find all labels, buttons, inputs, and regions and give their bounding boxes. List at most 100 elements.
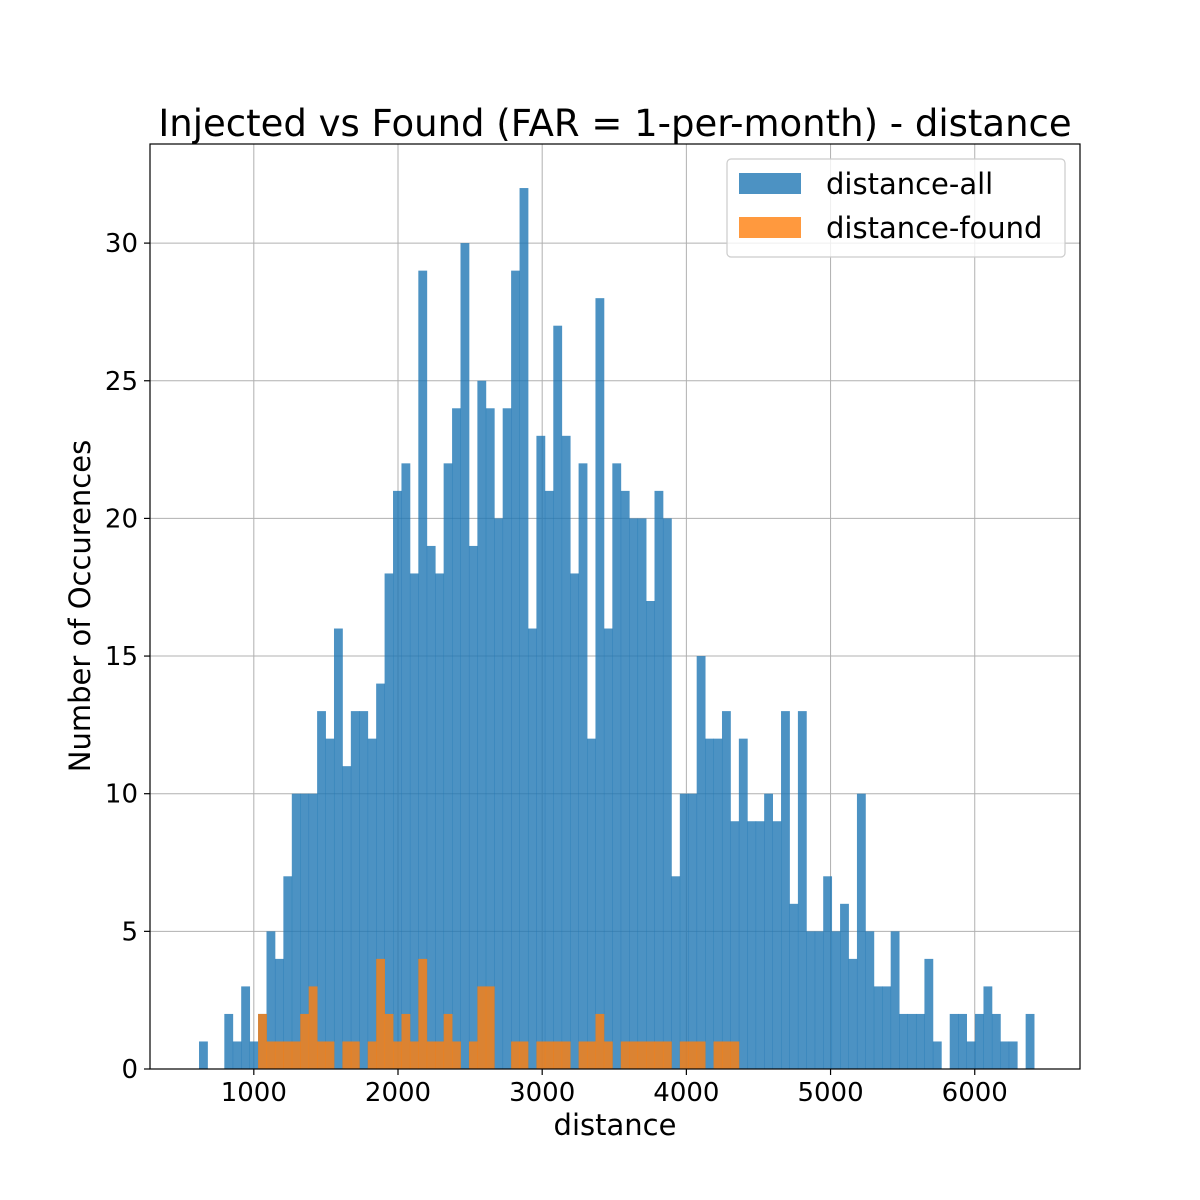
distance-found-bar [553, 1041, 563, 1069]
distance-all-bar [705, 738, 714, 1069]
distance-all-bar [629, 518, 639, 1069]
distance-all-bar [975, 1013, 984, 1069]
legend-box [726, 158, 1066, 258]
distance-all-bar [536, 435, 546, 1069]
distance-all-bar [991, 1013, 1001, 1069]
distance-all-bar [519, 188, 529, 1070]
series-distance-all [199, 188, 1035, 1070]
y-tick-label: 25 [105, 367, 138, 397]
distance-found-bar [384, 1013, 394, 1069]
distance-found-bar [595, 1013, 605, 1069]
distance-found-bar [519, 1041, 529, 1069]
distance-found-bar [468, 1041, 478, 1069]
distance-found-bar [561, 1041, 571, 1069]
distance-all-bar [873, 986, 883, 1069]
distance-found-bar [435, 1041, 445, 1069]
distance-all-bar [789, 903, 799, 1069]
distance-all-bar [882, 986, 892, 1069]
distance-found-bar [511, 1041, 520, 1069]
axis-ticks: 1000 2000 3000 4000 5000 6000 0 5 10 15 20 25 30 [105, 229, 1008, 1108]
distance-all-bar [578, 463, 588, 1070]
distance-found-bar [688, 1041, 698, 1069]
distance-all-bar [283, 876, 293, 1069]
distance-all-bar [224, 1013, 234, 1069]
distance-found-bar [620, 1041, 630, 1069]
distance-found-bar [266, 1041, 276, 1069]
distance-found-bar [308, 986, 318, 1069]
distance-found-bar [376, 958, 385, 1069]
distance-all-bar [890, 931, 900, 1069]
distance-all-bar [409, 573, 419, 1069]
distance-all-bar [907, 1013, 917, 1069]
distance-all-bar [308, 793, 318, 1069]
distance-found-bar [342, 1041, 352, 1069]
distance-all-bar [266, 931, 276, 1069]
histogram-bars [199, 188, 1035, 1070]
distance-all-bar [856, 793, 866, 1069]
distance-all-bar [249, 1041, 259, 1069]
distance-all-bar [899, 1013, 908, 1069]
distance-found-bar [587, 1041, 596, 1069]
distance-found-bar [452, 1041, 461, 1069]
distance-all-bar [317, 711, 326, 1069]
distance-found-bar [409, 1041, 419, 1069]
legend-label-distance-found: distance-found [826, 211, 1042, 245]
distance-found-bar [367, 1041, 377, 1069]
distance-found-bar [654, 1041, 664, 1069]
distance-all-bar [359, 711, 369, 1069]
distance-all-bar [764, 793, 773, 1069]
distance-all-bar [443, 463, 453, 1070]
distance-all-bar [460, 243, 470, 1069]
distance-found-bar [393, 1041, 402, 1069]
x-tick-label: 5000 [797, 1078, 863, 1108]
distance-found-bar [350, 1041, 360, 1069]
distance-all-bar [1000, 1041, 1010, 1069]
distance-all-bar [393, 490, 402, 1069]
distance-found-bar [291, 1041, 301, 1069]
y-tick-label: 20 [105, 504, 138, 534]
distance-all-bar [342, 766, 352, 1069]
distance-all-bar [452, 408, 461, 1069]
distance-all-bar [620, 490, 630, 1069]
distance-all-bar [814, 931, 824, 1069]
distance-all-bar [747, 821, 757, 1069]
distance-all-bar [730, 821, 740, 1069]
x-axis-label: distance [554, 1108, 677, 1142]
distance-all-bar [232, 1041, 242, 1069]
distance-all-bar [502, 408, 512, 1069]
distance-all-bar [806, 931, 816, 1069]
distance-all-bar [553, 325, 563, 1070]
distance-found-bar [283, 1041, 293, 1069]
plot-frame [149, 143, 1081, 1070]
distance-found-bar [544, 1041, 554, 1069]
distance-all-bar [848, 958, 858, 1069]
x-tick-label: 3000 [509, 1078, 575, 1108]
y-tick-label: 15 [105, 642, 138, 672]
distance-all-bar [384, 573, 394, 1069]
distance-found-bar [300, 1013, 310, 1069]
chart-title: Injected vs Found (FAR = 1-per-month) - … [158, 102, 1071, 145]
x-tick-label: 4000 [653, 1078, 719, 1108]
x-tick-label: 2000 [365, 1078, 431, 1108]
distance-all-bar [544, 490, 554, 1069]
distance-all-bar [646, 600, 655, 1069]
distance-found-bar [418, 958, 428, 1069]
distance-all-bar [291, 793, 301, 1069]
distance-all-bar [511, 270, 520, 1069]
distance-all-bar [426, 545, 436, 1069]
distance-all-bar [199, 1041, 208, 1069]
legend-swatch-distance-all [739, 173, 801, 194]
distance-all-bar [755, 821, 765, 1069]
legend-label-distance-all: distance-all [826, 167, 993, 201]
distance-all-bar [772, 821, 782, 1069]
distance-found-bar [662, 1041, 672, 1069]
distance-found-bar [477, 986, 487, 1069]
distance-all-bar [325, 738, 335, 1069]
x-tick-label: 1000 [221, 1078, 287, 1108]
distance-all-bar [637, 518, 647, 1069]
distance-all-bar [612, 463, 622, 1070]
distance-all-bar [781, 711, 790, 1069]
distance-all-bar [1008, 1041, 1018, 1069]
distance-all-bar [654, 490, 664, 1069]
distance-found-bar [629, 1041, 639, 1069]
